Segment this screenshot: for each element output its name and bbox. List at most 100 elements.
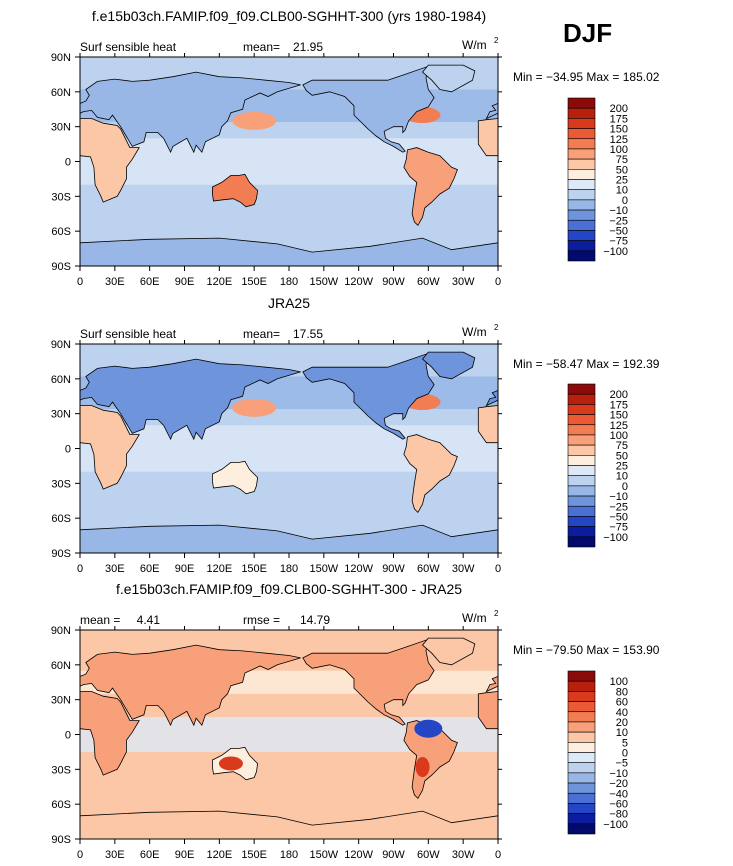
y-tick-label: 60N <box>51 374 71 386</box>
minmax-label: Min = −34.95 Max = 185.02 <box>513 70 660 84</box>
x-tick-label: 60W <box>417 563 440 575</box>
colorbar-box <box>567 424 596 436</box>
x-tick-label: 90W <box>382 849 405 861</box>
colorbar-label: 150 <box>610 410 628 422</box>
x-tick-label: 90E <box>175 563 195 575</box>
colorbar-label: 60 <box>616 697 628 709</box>
units-label: W/m <box>462 611 487 625</box>
continent-africa-wrap <box>477 118 498 157</box>
colorbar-box <box>567 404 596 415</box>
colorbar-label: 20 <box>616 717 628 729</box>
y-tick-label: 0 <box>65 157 71 169</box>
y-tick-label: 90N <box>51 339 71 351</box>
colorbar-label: −10 <box>609 205 628 217</box>
colorbar-box <box>567 752 596 763</box>
colorbar-label: −75 <box>609 236 628 248</box>
colorbar-box <box>567 495 596 507</box>
colorbar-label: 50 <box>616 164 628 176</box>
mean-value: 17.55 <box>293 327 323 341</box>
units-label: W/m <box>462 325 487 339</box>
colorbar-box <box>567 128 596 140</box>
colorbar-box <box>567 505 596 517</box>
colorbar-box <box>567 792 596 804</box>
x-tick-label: 120E <box>206 276 232 288</box>
continent-south_america <box>403 147 458 227</box>
colorbar-box <box>567 680 596 692</box>
variable-label: Surf sensible heat <box>80 40 177 54</box>
colorbar-box <box>567 148 596 160</box>
colorbar-label: −60 <box>609 798 628 810</box>
colorbar-box <box>567 742 596 753</box>
y-tick-label: 30N <box>51 695 71 707</box>
colorbar-box <box>567 209 596 221</box>
x-tick-label: 120E <box>206 849 232 861</box>
mean-value: 4.41 <box>137 613 161 627</box>
mean-label: mean= <box>243 327 280 341</box>
continent-eurasia <box>80 71 301 154</box>
colorbar-label: −100 <box>603 532 628 544</box>
colorbar-label: 100 <box>610 676 628 688</box>
x-tick-label: 180 <box>280 563 298 575</box>
continent-eurasia-wrap <box>485 103 498 120</box>
x-tick-label: 30W <box>452 276 475 288</box>
colorbar-label: −10 <box>609 768 628 780</box>
x-tick-label: 120E <box>206 563 232 575</box>
y-tick-label: 60S <box>51 226 71 238</box>
colorbar-label: 0 <box>622 481 628 493</box>
colorbar-box <box>567 179 596 190</box>
colorbar-box <box>567 485 596 497</box>
colorbar-label: 200 <box>610 389 628 401</box>
colorbar-label: 10 <box>616 185 628 197</box>
panel-2: JRA25 Surf sensible heat mean= 17.55 W/m 2 0 30… <box>51 295 660 575</box>
colorbar-label: 150 <box>610 124 628 136</box>
colorbar-label: 175 <box>610 113 628 125</box>
rmse-label: rmse = <box>243 613 280 627</box>
y-tick-label: 90N <box>51 52 71 64</box>
colorbar-box <box>567 762 596 774</box>
y-tick-label: 60S <box>51 799 71 811</box>
x-tick-label: 180 <box>280 849 298 861</box>
continent-south_america <box>403 434 458 514</box>
y-tick-label: 0 <box>65 444 71 456</box>
continent-africa-wrap <box>477 405 498 444</box>
x-tick-label: 150W <box>309 563 338 575</box>
continent-eurasia-wrap <box>485 676 498 693</box>
south-america-positive-anomaly <box>415 757 430 778</box>
x-tick-label: 150W <box>309 849 338 861</box>
x-tick-label: 30W <box>452 849 475 861</box>
colorbar-label: −40 <box>609 788 628 800</box>
colorbar-box <box>567 772 596 784</box>
x-tick-label: 0 <box>495 849 501 861</box>
colorbar-box <box>567 158 596 170</box>
colorbar-label: 25 <box>616 175 628 187</box>
x-tick-label: 180 <box>280 276 298 288</box>
y-tick-label: 90S <box>51 834 71 846</box>
y-tick-label: 90N <box>51 625 71 637</box>
australia-positive-anomaly <box>218 756 243 771</box>
colorbar-box <box>567 691 596 702</box>
colorbar-label: 25 <box>616 461 628 473</box>
colorbar-label: −100 <box>603 246 628 258</box>
colorbar-label: −20 <box>609 778 628 790</box>
x-tick-label: 60E <box>140 849 160 861</box>
y-tick-label: 90S <box>51 261 71 273</box>
colorbar-box <box>567 536 596 548</box>
colorbar-box <box>567 711 596 723</box>
colorbar-box <box>567 813 596 825</box>
x-tick-label: 90W <box>382 563 405 575</box>
colorbar-box <box>567 138 596 150</box>
colorbar-box <box>567 434 596 446</box>
x-tick-label: 90E <box>175 276 195 288</box>
continent-africa <box>80 405 140 490</box>
colorbar-box <box>567 455 596 466</box>
units-superscript: 2 <box>494 609 499 618</box>
y-tick-label: 30S <box>51 191 71 203</box>
panel-title: JRA25 <box>268 295 310 311</box>
rmse-value: 14.79 <box>300 613 330 627</box>
continent-south_america <box>403 720 458 800</box>
colorbar-label: 10 <box>616 471 628 483</box>
colorbar-label: −100 <box>603 819 628 831</box>
colorbar-box <box>567 230 596 241</box>
x-tick-label: 150E <box>241 849 267 861</box>
kuroshio-warm-patch <box>232 398 277 417</box>
